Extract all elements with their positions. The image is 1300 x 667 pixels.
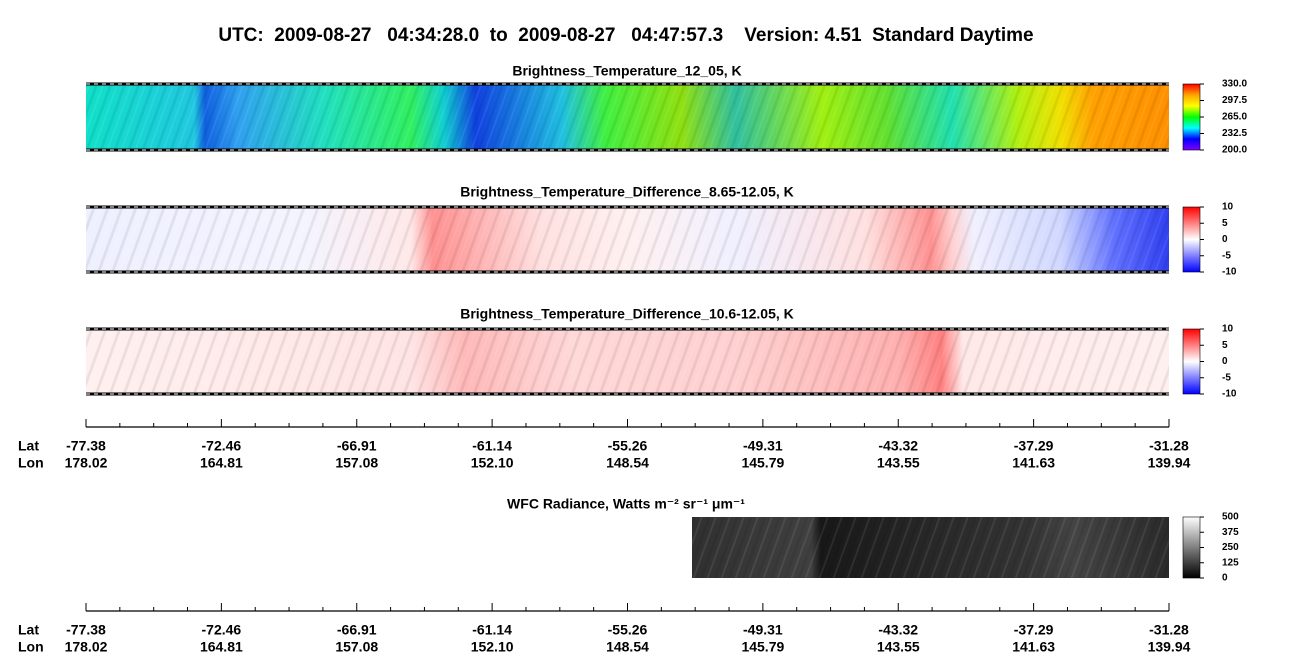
colorbar-tick-label: 0 xyxy=(1222,234,1228,245)
colorbar-tick-label: 232.5 xyxy=(1222,128,1247,139)
panel-title: Brightness_Temperature_Difference_8.65-1… xyxy=(460,184,794,200)
colorbar xyxy=(1182,516,1201,579)
lat-tick-label: -72.46 xyxy=(202,438,242,454)
lat-tick-label: -31.28 xyxy=(1149,438,1189,454)
lon-tick-label: 148.54 xyxy=(606,455,649,471)
lon-tick-label: 178.02 xyxy=(65,455,108,471)
image-texture xyxy=(86,329,1169,394)
panel-title: WFC Radiance, Watts m⁻² sr⁻¹ μm⁻¹ xyxy=(507,496,745,512)
lat-tick-label: -66.91 xyxy=(337,438,377,454)
lat-tick-label: -49.31 xyxy=(743,438,783,454)
colorbar-tick-label: 0 xyxy=(1222,573,1228,584)
panel-title: Brightness_Temperature_Difference_10.6-1… xyxy=(460,306,794,322)
colorbar-tick-label: 0 xyxy=(1222,356,1228,367)
colorbar-tick-label: 10 xyxy=(1222,202,1234,213)
lat-tick-label: -77.38 xyxy=(66,438,106,454)
colorbar-tick-label: 375 xyxy=(1222,527,1239,538)
lon-tick-label: 143.55 xyxy=(877,455,920,471)
lon-tick-label: 152.10 xyxy=(471,455,514,471)
lon-tick-label: 141.63 xyxy=(1012,455,1055,471)
colorbar-tick-label: 265.0 xyxy=(1222,112,1247,123)
colorbar xyxy=(1182,206,1201,273)
colorbar-tick-label: 10 xyxy=(1222,324,1234,335)
lon-tick-label: 164.81 xyxy=(200,455,243,471)
lat-tick-label: -61.14 xyxy=(472,438,512,454)
lon-tick-label: 143.55 xyxy=(877,639,920,655)
image-texture xyxy=(86,207,1169,272)
lon-tick-label: 178.02 xyxy=(65,639,108,655)
lat-tick-label: -31.28 xyxy=(1149,622,1189,638)
lon-tick-label: 164.81 xyxy=(200,639,243,655)
lat-tick-label: -49.31 xyxy=(743,622,783,638)
colorbar-tick-label: 200.0 xyxy=(1222,145,1247,156)
colorbar xyxy=(1182,83,1201,151)
colorbar-tick-label: -10 xyxy=(1222,267,1237,278)
image-texture xyxy=(692,517,1169,578)
panel-title: Brightness_Temperature_12_05, K xyxy=(512,63,741,79)
colorbar-tick-label: 297.5 xyxy=(1222,95,1247,106)
colorbar-tick-label: 330.0 xyxy=(1222,79,1247,90)
image-texture xyxy=(86,84,1169,150)
colorbar-tick-label: -5 xyxy=(1222,250,1231,261)
lat-label: Lat xyxy=(18,622,39,638)
lon-tick-label: 145.79 xyxy=(741,639,784,655)
lon-tick-label: 157.08 xyxy=(335,455,378,471)
lon-label: Lon xyxy=(18,455,44,471)
lon-label: Lon xyxy=(18,639,44,655)
colorbar-tick-label: 125 xyxy=(1222,557,1239,568)
lat-tick-label: -37.29 xyxy=(1014,622,1054,638)
colorbar-tick-label: 5 xyxy=(1222,340,1228,351)
lat-tick-label: -61.14 xyxy=(472,622,512,638)
lat-tick-label: -43.32 xyxy=(878,622,918,638)
lon-tick-label: 157.08 xyxy=(335,639,378,655)
lat-tick-label: -55.26 xyxy=(608,622,648,638)
lon-tick-label: 141.63 xyxy=(1012,639,1055,655)
colorbar xyxy=(1182,328,1201,395)
lat-tick-label: -66.91 xyxy=(337,622,377,638)
lat-tick-label: -55.26 xyxy=(608,438,648,454)
lon-tick-label: 152.10 xyxy=(471,639,514,655)
lon-tick-label: 139.94 xyxy=(1148,639,1191,655)
lat-label: Lat xyxy=(18,438,39,454)
lon-tick-label: 139.94 xyxy=(1148,455,1191,471)
colorbar-tick-label: -5 xyxy=(1222,372,1231,383)
lat-tick-label: -43.32 xyxy=(878,438,918,454)
lat-tick-label: -37.29 xyxy=(1014,438,1054,454)
lon-tick-label: 148.54 xyxy=(606,639,649,655)
colorbar-tick-label: 5 xyxy=(1222,218,1228,229)
colorbar-tick-label: -10 xyxy=(1222,389,1237,400)
colorbar-tick-label: 500 xyxy=(1222,512,1239,523)
figure-title: UTC: 2009-08-27 04:34:28.0 to 2009-08-27… xyxy=(218,25,1033,46)
colorbar-tick-label: 250 xyxy=(1222,542,1239,553)
lat-tick-label: -72.46 xyxy=(202,622,242,638)
lon-tick-label: 145.79 xyxy=(741,455,784,471)
lat-tick-label: -77.38 xyxy=(66,622,106,638)
